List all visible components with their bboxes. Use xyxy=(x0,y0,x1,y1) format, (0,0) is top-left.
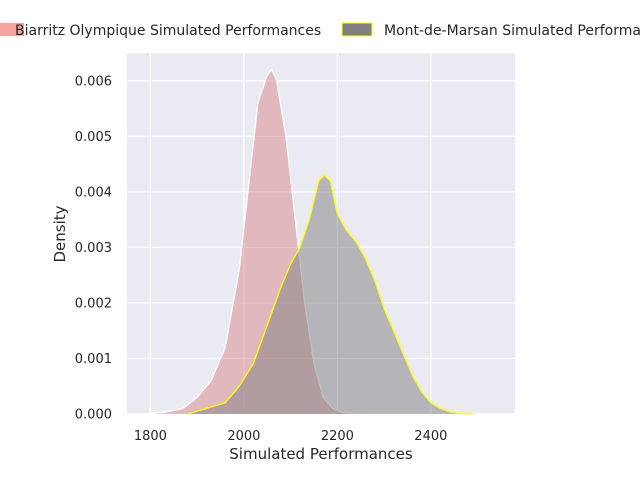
density-areas xyxy=(145,68,473,415)
y-axis-ticks: 0.000 0.001 0.002 0.003 0.004 0.005 0.006 xyxy=(75,74,112,422)
legend-swatch-series-1 xyxy=(0,23,24,36)
y-axis-label: Density xyxy=(51,205,69,262)
x-tick-label: 2000 xyxy=(227,429,260,444)
y-tick-label: 0.006 xyxy=(75,74,112,89)
x-axis-ticks: 1800 2000 2200 2400 xyxy=(134,429,448,444)
x-tick-label: 2200 xyxy=(321,429,354,444)
x-tick-label: 1800 xyxy=(134,429,167,444)
y-tick-label: 0.004 xyxy=(75,185,112,200)
legend: Biarritz Olympique Simulated Performance… xyxy=(0,22,640,39)
y-tick-label: 0.005 xyxy=(75,130,112,145)
y-tick-label: 0.003 xyxy=(75,241,112,256)
x-tick-label: 2400 xyxy=(414,429,447,444)
density-area-series-2 xyxy=(187,175,473,414)
legend-label-series-2: Mont-de-Marsan Simulated Performances xyxy=(384,23,640,39)
y-tick-label: 0.001 xyxy=(75,352,112,367)
legend-label-series-1: Biarritz Olympique Simulated Performance… xyxy=(15,23,321,39)
legend-swatch-series-2 xyxy=(341,22,373,37)
density-line-series-2 xyxy=(187,174,473,415)
y-tick-label: 0.002 xyxy=(75,296,112,311)
x-axis-label: Simulated Performances xyxy=(229,445,413,463)
y-tick-label: 0.000 xyxy=(75,408,112,423)
density-area-series-1 xyxy=(145,69,371,414)
